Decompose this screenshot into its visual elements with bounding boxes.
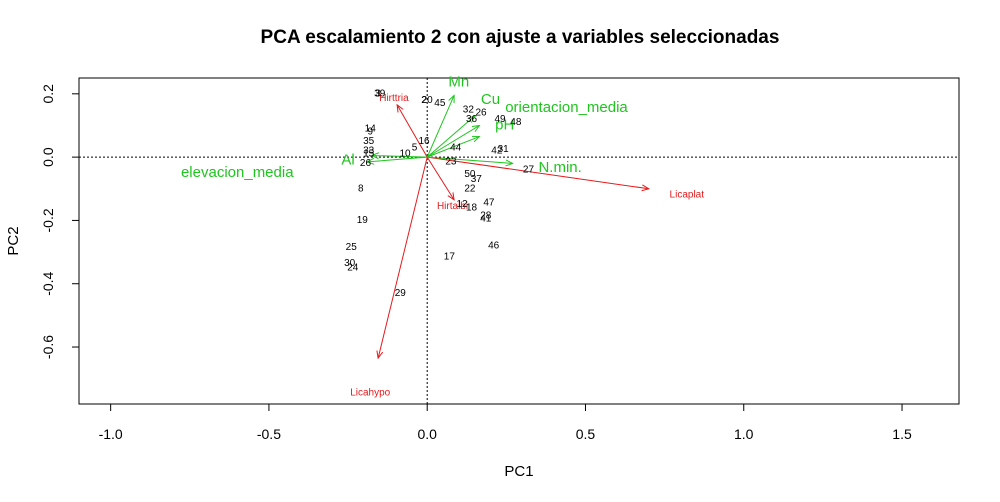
species-arrow (427, 156, 649, 189)
site-point-label: 15 (363, 149, 375, 160)
site-point-label: 28 (480, 210, 492, 221)
x-tick-label: 1.0 (734, 426, 754, 442)
site-point-label: 45 (434, 98, 446, 109)
y-tick-label: -0.6 (40, 335, 56, 359)
site-point-label: 42 (491, 145, 503, 156)
y-tick-label: -0.4 (40, 271, 56, 295)
site-point-label: 12 (456, 199, 468, 210)
site-point-label: 32 (463, 104, 475, 115)
site-point-label: 20 (422, 95, 434, 106)
site-point-label: 29 (395, 288, 407, 299)
site-point-label: 22 (464, 183, 476, 194)
site-point-label: 19 (357, 215, 369, 226)
site-point-label: 16 (418, 136, 430, 147)
site-point-label: 35 (363, 136, 375, 147)
x-tick-label: 0.5 (576, 426, 596, 442)
environment-label: Al (341, 151, 354, 168)
x-tick-label: -1.0 (99, 426, 123, 442)
y-tick-label: 0.2 (40, 84, 56, 104)
site-point-label: 41 (480, 213, 492, 224)
environment-label: Cu (481, 91, 500, 108)
site-point-label: 36 (466, 114, 478, 125)
site-point-label: 17 (444, 251, 456, 262)
species-label: Hirttria (379, 93, 409, 104)
environment-arrow (427, 156, 512, 163)
species-arrow (378, 157, 428, 358)
site-point-label: 48 (510, 117, 522, 128)
site-point-label: 37 (471, 174, 483, 185)
x-tick-label: 0.0 (417, 426, 437, 442)
environment-arrow (372, 156, 428, 158)
species-arrow (426, 156, 454, 200)
species-label: Hirtalbi (437, 201, 468, 212)
x-axis: -1.0 -0.5 0.0 0.5 1.0 1.5 (99, 403, 912, 442)
site-point-label: 14 (365, 123, 377, 134)
environment-arrow (427, 137, 479, 158)
y-tick-label: 0.0 (40, 147, 56, 167)
site-point-label: 10 (399, 149, 411, 160)
y-axis: 0.2 0.0 -0.2 -0.4 -0.6 (40, 84, 79, 359)
chart-title: PCA escalamiento 2 con ajuste a variable… (260, 27, 780, 48)
site-point-label: 24 (347, 263, 359, 274)
site-point-label: 27 (523, 164, 535, 175)
x-tick-label: 1.5 (892, 426, 912, 442)
site-point-label: 25 (346, 242, 358, 253)
environment-label: orientacion_media (505, 99, 628, 116)
site-point-label: 44 (450, 142, 462, 153)
site-point-label: 26 (360, 158, 372, 169)
reference-lines (79, 78, 959, 404)
site-point-label: 39 (374, 88, 386, 99)
site-point-label: 49 (494, 114, 506, 125)
environment-label: pH (495, 116, 514, 133)
environment-label: elevacion_media (181, 164, 294, 181)
site-point-label: 3 (375, 88, 381, 99)
site-point-label: 26 (475, 107, 487, 118)
site-point-label: 9 (367, 126, 373, 137)
environment-label: Mn (448, 74, 469, 91)
site-point-label: 46 (488, 240, 500, 251)
environment-arrow (426, 125, 479, 158)
species-arrows: Hirttria Licaplat Hirtalbi Licahypo (350, 93, 704, 398)
site-point-label: 5 (412, 142, 418, 153)
site-point-label: 33 (363, 145, 375, 156)
y-axis-title: PC2 (5, 226, 22, 255)
site-point-label: 18 (466, 202, 478, 213)
site-point-label: 23 (445, 157, 457, 168)
environment-label: N.min. (538, 159, 581, 176)
species-label: Licaplat (670, 190, 705, 201)
site-point-label: 8 (358, 183, 364, 194)
species-label: Licahypo (350, 388, 390, 399)
site-point-label: 30 (344, 258, 356, 269)
y-tick-label: -0.2 (40, 208, 56, 232)
site-point-label: 31 (498, 144, 510, 155)
species-arrow (397, 105, 428, 158)
site-point-label: 50 (464, 169, 476, 180)
x-tick-label: -0.5 (257, 426, 281, 442)
x-axis-title: PC1 (504, 463, 533, 480)
environment-arrow (426, 116, 474, 158)
site-point-label: 2 (421, 95, 427, 106)
site-point-label: 47 (483, 198, 495, 209)
environment-arrow (367, 156, 428, 162)
environment-arrow (426, 95, 454, 158)
